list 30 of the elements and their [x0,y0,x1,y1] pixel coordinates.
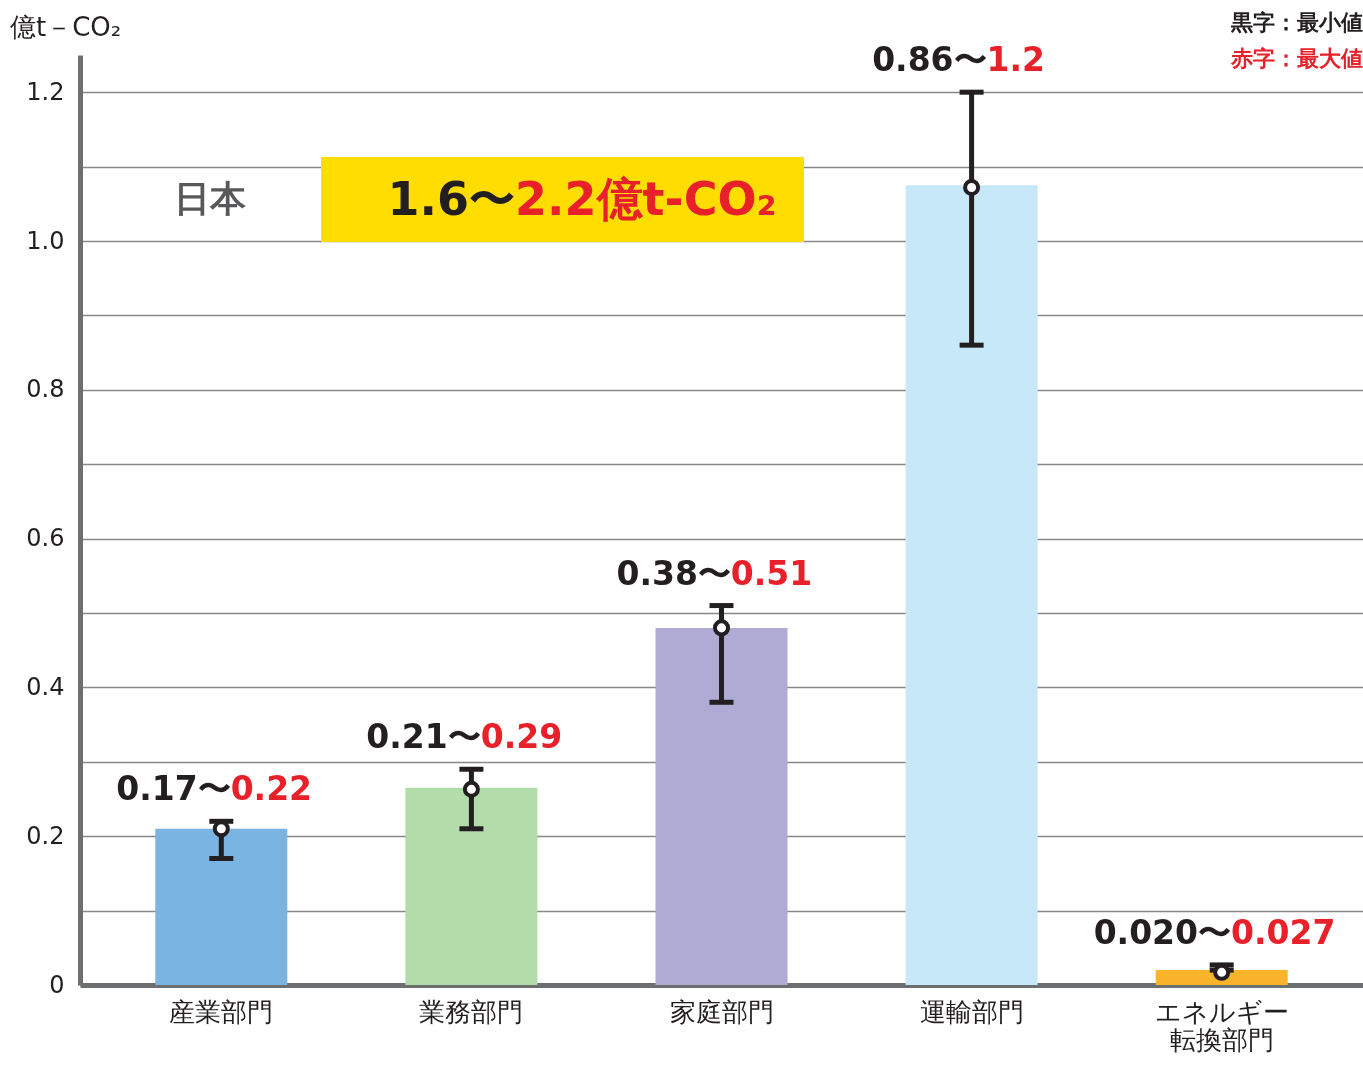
bar [155,828,288,985]
y-tick-label: 0.6 [26,524,65,553]
text: 黒字：最小値 [1230,10,1363,35]
x-tick-label: 家庭部門 [669,996,774,1027]
point [963,178,981,196]
annotation: 1.6〜2.2億t-CO₂ [387,172,777,226]
y-tick-label: 0.2 [26,821,65,850]
x-tick-label: 業務部門 [419,996,524,1027]
annotation: 0.020〜0.027 [1093,912,1336,952]
annotation: 0.38〜0.51 [616,553,813,593]
y-tick-label: 0.8 [26,375,65,404]
bar [655,627,788,985]
bar [905,185,1038,985]
point [462,780,480,798]
bar [405,787,538,985]
x-tick-label: 産業部門 [169,996,274,1027]
point [712,619,731,637]
annotation: 0.21〜0.29 [366,717,563,757]
y-tick-label: 1.0 [26,226,65,255]
y-tick-label: 1.2 [26,77,65,106]
annotation: 日本 [174,178,246,219]
x-tick-label: 運輸部門 [919,996,1024,1027]
x-tick-label: エネルギー転換部門 [1154,996,1289,1055]
y-tick-label: 0.4 [26,672,65,701]
bar [1155,970,1288,985]
annotation: 0.17〜0.22 [116,769,313,809]
y-axis-title: 億t－CO₂ [10,12,122,42]
annotation: 0.86〜1.2 [872,40,1046,80]
y-tick-label: 0 [49,970,65,999]
annotation: 赤字：最大値 [1230,46,1363,71]
